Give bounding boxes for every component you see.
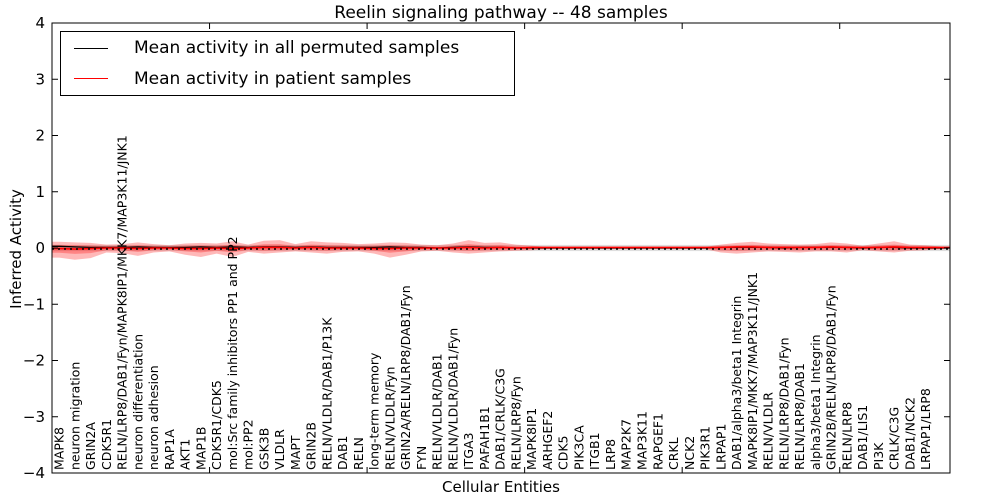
entity-label: GRIN2B/RELN/LRP8/DAB1/Fyn — [824, 285, 839, 470]
entity-label: long-term memory — [367, 352, 382, 470]
entity-label: RAPGEF1 — [650, 413, 665, 470]
entity-label: ITGA3 — [461, 432, 476, 470]
y-tick-label: 3 — [35, 70, 45, 88]
y-tick-label: 4 — [35, 14, 45, 32]
entity-label: RELN/LRP8/DAB1/Fyn — [776, 337, 791, 470]
entity-label: MAP1B — [193, 427, 208, 470]
entity-label: CDK5R1/CDK5 — [209, 380, 224, 470]
entity-label: AKT1 — [178, 439, 193, 470]
entity-label: FYN — [414, 446, 429, 470]
entity-label: neuron differentiation — [130, 334, 145, 470]
chart-title: Reelin signaling pathway -- 48 samples — [334, 3, 668, 23]
entity-label: CRLK/C3G — [887, 407, 902, 470]
legend-item-patient: Mean activity in patient samples — [61, 65, 514, 93]
entity-label: CDK5R1 — [99, 419, 114, 470]
entity-label: RELN/VLDLR/Fyn — [382, 367, 397, 470]
y-tick-label: −2 — [23, 352, 45, 370]
entity-label: RELN/LRP8 — [839, 402, 854, 470]
entity-label: GRIN2B — [304, 422, 319, 470]
entity-label: DAB1/alpha3/beta1 Integrin — [729, 296, 744, 470]
entity-label: neuron adhesion — [146, 365, 161, 470]
y-tick-label: 1 — [35, 183, 45, 201]
entity-label: CDK5 — [556, 435, 571, 470]
y-tick-label: −3 — [23, 408, 45, 426]
legend-box: Mean activity in all permuted samples Me… — [60, 31, 515, 96]
entity-label: LRP8 — [603, 439, 618, 470]
entity-label: CRKL — [666, 437, 681, 470]
permuted-line-swatch — [74, 47, 108, 49]
entity-label: RAP1A — [162, 429, 177, 470]
entity-label: GRIN2A — [83, 422, 98, 470]
legend-label-patient: Mean activity in patient samples — [134, 68, 412, 89]
entity-label: alpha3/beta1 Integrin — [808, 334, 823, 470]
entity-label: PI3K — [871, 442, 886, 470]
entity-label: NCK2 — [682, 436, 697, 470]
entity-label: mol:Src family inhibitors PP1 and PP2 — [225, 236, 240, 470]
legend-item-permuted: Mean activity in all permuted samples — [61, 34, 514, 62]
entity-label: MAPK8IP1/MKK7/MAP3K11/JNK1 — [745, 272, 760, 470]
entity-label: DAB1/NCK2 — [902, 397, 917, 470]
entity-label: neuron migration — [67, 362, 82, 470]
entity-label: RELN/VLDLR/DAB1/P13K — [319, 317, 334, 470]
patient-line-swatch — [74, 78, 108, 80]
y-axis-label: Inferred Activity — [7, 189, 25, 309]
entity-label: MAPK8 — [52, 427, 67, 470]
y-tick-label: −1 — [23, 295, 45, 313]
legend-label-permuted: Mean activity in all permuted samples — [134, 38, 460, 59]
entity-label: RELN/LRP8/DAB1 — [792, 363, 807, 470]
entity-label: RELN/VLDLR/DAB1 — [430, 353, 445, 470]
entity-label: RELN/VLDLR — [761, 392, 776, 470]
entity-label: mol:PP2 — [241, 419, 256, 470]
patient-range-band-outer — [52, 240, 950, 260]
y-tick-label: −4 — [23, 464, 45, 482]
entity-label: VLDLR — [272, 429, 287, 470]
entity-label: DAB1/CRLK/C3G — [493, 368, 508, 470]
entity-label: RELN/LRP8/DAB1/Fyn/MAPK8IP1/MKK7/MAP3K11… — [115, 135, 130, 470]
entity-label: MAPT — [288, 435, 303, 470]
entity-label: ARHGEF2 — [540, 411, 555, 470]
y-tick-label: 0 — [35, 239, 45, 257]
y-tick-label: 2 — [35, 127, 45, 145]
entity-label: GRIN2A/RELN/LRP8/DAB1/Fyn — [398, 285, 413, 470]
entity-label: RELN/LRP8/Fyn — [508, 376, 523, 470]
entity-label: RELN — [351, 437, 366, 470]
entity-label: DAB1 — [335, 436, 350, 471]
entity-label: LRPAP1/LRP8 — [918, 388, 933, 470]
entity-label: GSK3B — [256, 428, 271, 470]
entity-label: RELN/VLDLR/DAB1/Fyn — [445, 328, 460, 470]
entity-label: PAFAH1B1 — [477, 406, 492, 470]
entity-label: PIK3CA — [571, 425, 586, 470]
entity-label: DAB1/LIS1 — [855, 405, 870, 470]
entity-label: LRPAP1 — [713, 424, 728, 470]
entity-label: PIK3R1 — [698, 426, 713, 470]
entity-label: MAP3K11 — [635, 411, 650, 470]
x-axis-label: Cellular Entities — [442, 478, 560, 496]
entity-label: ITGB1 — [587, 432, 602, 470]
entity-label: MAP2K7 — [619, 419, 634, 470]
patient-mean-line — [52, 246, 950, 250]
entity-label: MAPK8IP1 — [524, 408, 539, 470]
